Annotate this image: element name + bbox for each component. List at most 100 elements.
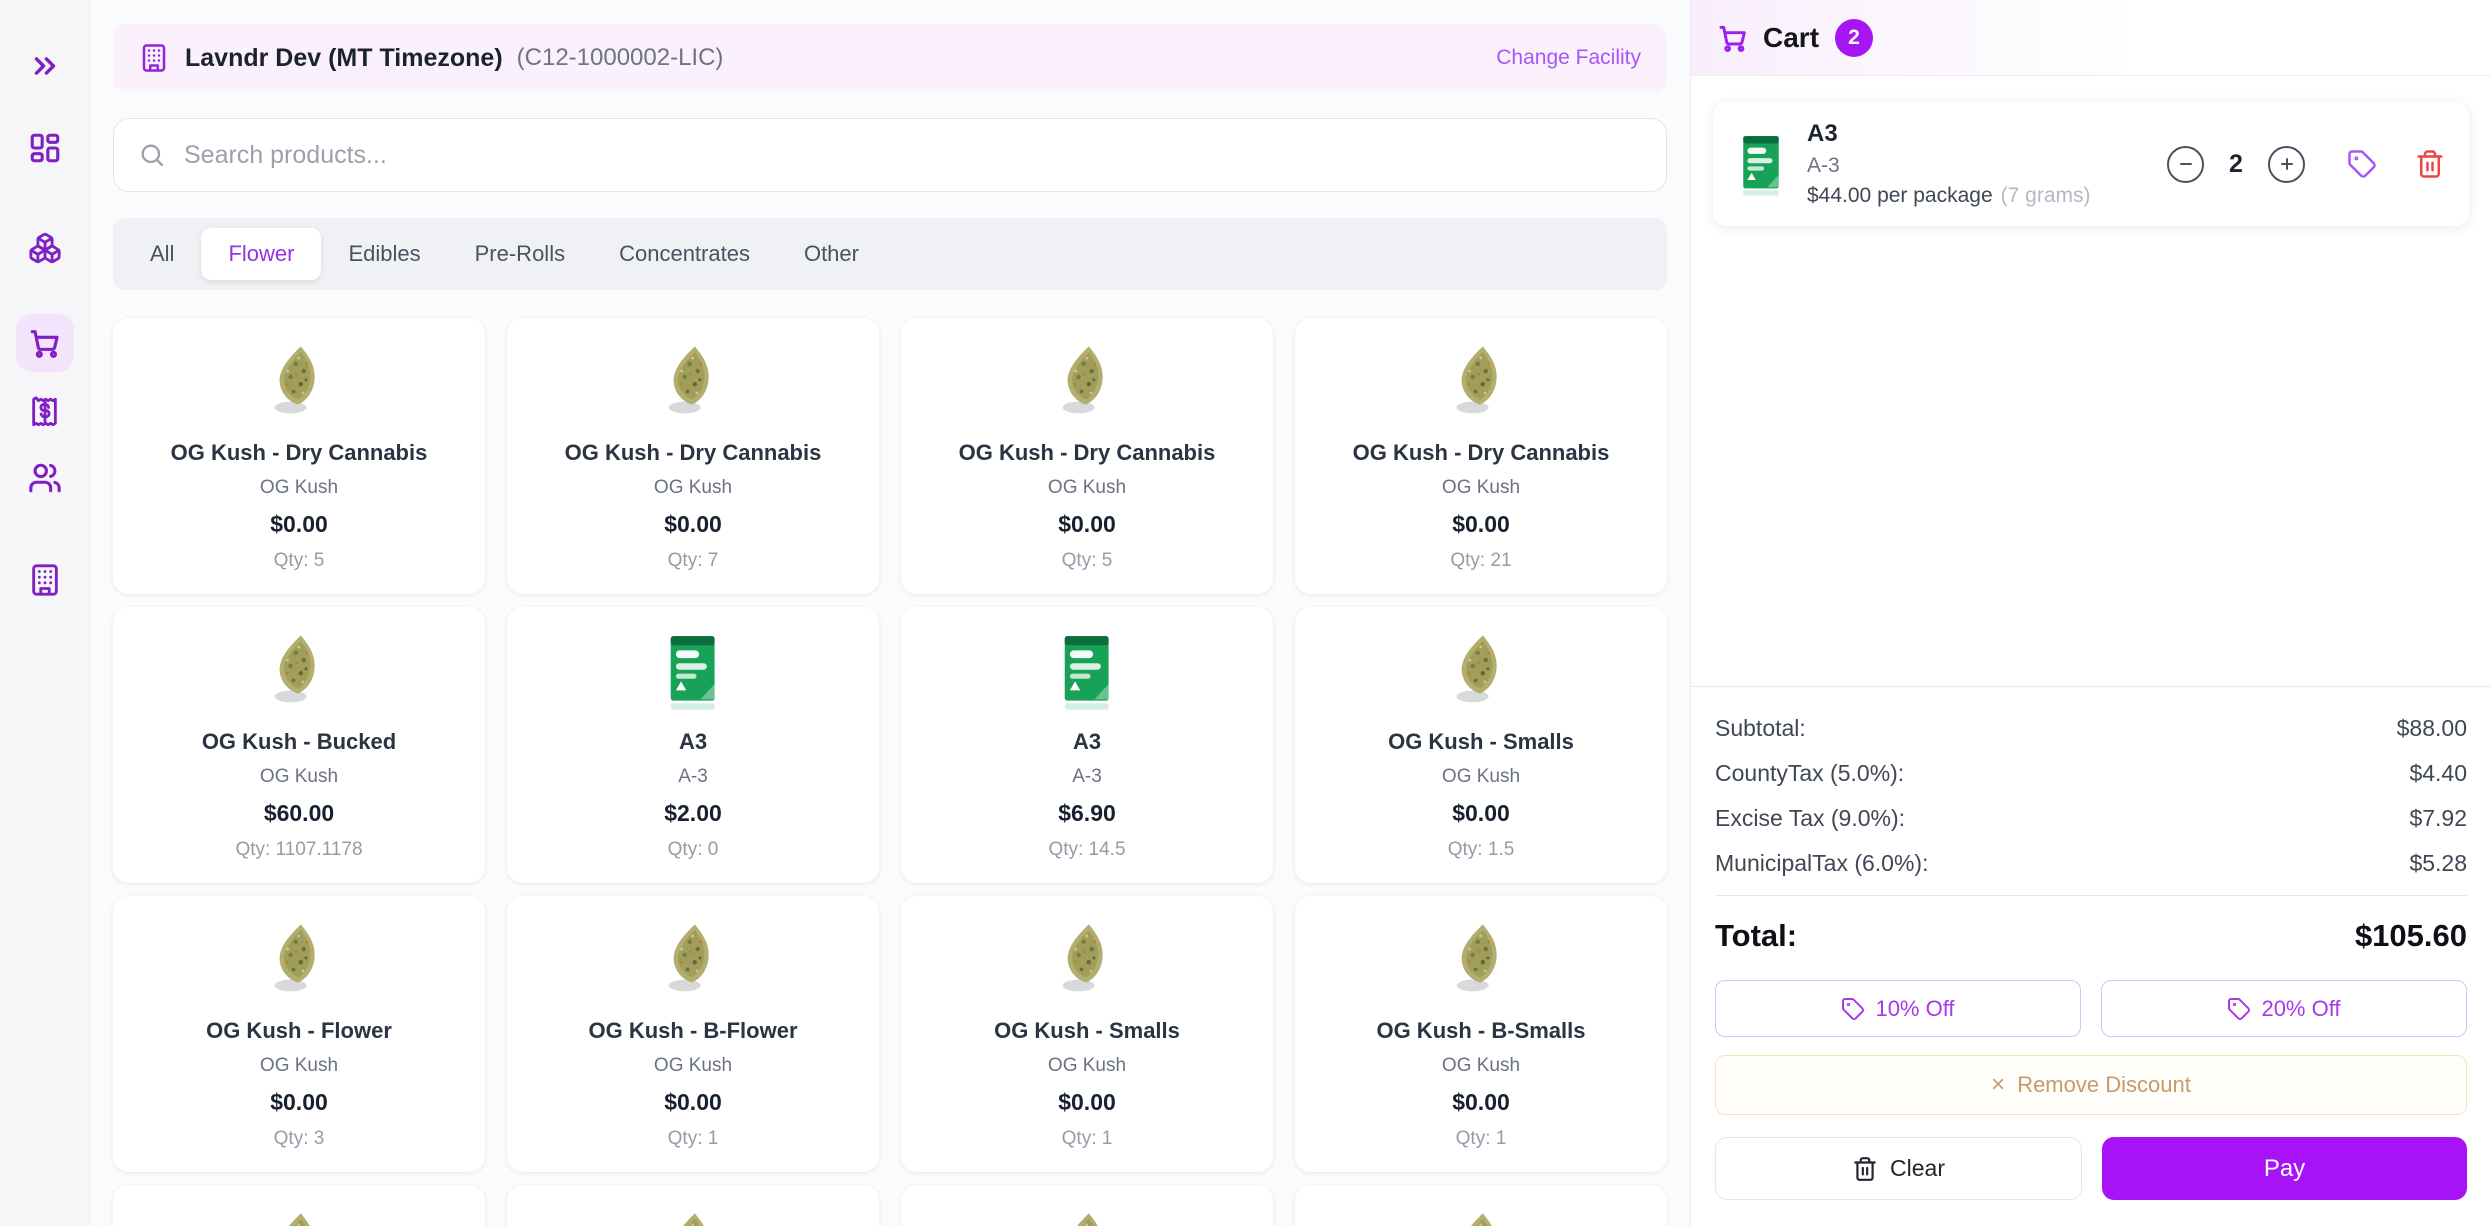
product-strain: OG Kush bbox=[1441, 766, 1521, 787]
summary-value: $5.28 bbox=[2409, 850, 2467, 876]
product-card[interactable]: OG Kush - B-Flower OG Kush $0.00 Qty: 1 bbox=[507, 896, 879, 1172]
product-strain: OG Kush bbox=[259, 477, 339, 498]
product-card[interactable] bbox=[113, 1185, 485, 1226]
product-card[interactable]: OG Kush - Bucked OG Kush $60.00 Qty: 110… bbox=[113, 607, 485, 883]
minus-icon bbox=[2179, 163, 2192, 165]
increase-quantity-button[interactable] bbox=[2268, 145, 2305, 183]
product-price: $0.00 bbox=[664, 1089, 722, 1115]
item-discount-button[interactable] bbox=[2347, 149, 2377, 179]
cannabis-bud-image bbox=[1456, 346, 1497, 414]
category-tab[interactable]: Other bbox=[777, 228, 886, 280]
remove-discount-label: Remove Discount bbox=[2017, 1072, 2191, 1097]
cart-item-price-text: $44.00 per package bbox=[1807, 184, 1993, 207]
product-image bbox=[915, 920, 1259, 1000]
summary-label: MunicipalTax (6.0%): bbox=[1715, 850, 1929, 876]
product-name: A3 bbox=[678, 729, 708, 754]
cannabis-bud-image bbox=[668, 924, 709, 992]
x-icon: × bbox=[1991, 1071, 2006, 1098]
product-card[interactable]: OG Kush - Smalls OG Kush $0.00 Qty: 1 bbox=[901, 896, 1273, 1172]
product-card[interactable]: OG Kush - Flower OG Kush $0.00 Qty: 3 bbox=[113, 896, 485, 1172]
pay-label: Pay bbox=[2263, 1154, 2306, 1182]
summary-label: Subtotal: bbox=[1715, 715, 1806, 741]
product-strain: OG Kush bbox=[653, 1055, 733, 1076]
decrease-quantity-button[interactable] bbox=[2167, 145, 2204, 183]
remove-item-button[interactable] bbox=[2415, 149, 2445, 179]
product-image bbox=[521, 920, 865, 1000]
cannabis-bud-image bbox=[668, 346, 709, 414]
product-card[interactable] bbox=[1295, 1185, 1667, 1226]
product-card[interactable] bbox=[901, 1185, 1273, 1226]
pay-button[interactable]: Pay bbox=[2102, 1137, 2467, 1200]
product-qty: Qty: 5 bbox=[273, 550, 325, 571]
product-qty: Qty: 0 bbox=[667, 839, 719, 860]
product-image bbox=[127, 1209, 471, 1226]
sidebar-item-sales[interactable] bbox=[16, 392, 74, 432]
sidebar-item-pos-active[interactable] bbox=[15, 314, 74, 372]
cannabis-bud-image bbox=[682, 1213, 704, 1226]
boxes-icon bbox=[28, 232, 61, 264]
product-name: OG Kush - Smalls bbox=[1388, 729, 1574, 754]
product-image bbox=[915, 631, 1259, 711]
sidebar-item-dashboard[interactable] bbox=[16, 128, 74, 168]
sidebar-item-facilities[interactable] bbox=[16, 560, 74, 600]
product-image bbox=[915, 1209, 1259, 1226]
product-card[interactable]: A3 A-3 $6.90 Qty: 14.5 bbox=[901, 607, 1273, 883]
facility-name: Lavndr Dev (MT Timezone) bbox=[185, 43, 503, 72]
product-qty: Qty: 21 bbox=[1450, 550, 1512, 571]
cart-item-quantity: 2 bbox=[2229, 149, 2243, 178]
product-price: $0.00 bbox=[664, 511, 722, 537]
cannabis-bud-image bbox=[1470, 1213, 1492, 1226]
product-card[interactable]: A3 A-3 $2.00 Qty: 0 bbox=[507, 607, 879, 883]
product-qty: Qty: 1 bbox=[1061, 1128, 1113, 1149]
product-card[interactable]: OG Kush - Dry Cannabis OG Kush $0.00 Qty… bbox=[113, 318, 485, 594]
category-tab[interactable]: Edibles bbox=[321, 228, 447, 280]
product-card[interactable]: OG Kush - Dry Cannabis OG Kush $0.00 Qty… bbox=[1295, 318, 1667, 594]
product-name: OG Kush - Flower bbox=[206, 1018, 392, 1043]
tab-label: Flower bbox=[228, 241, 295, 266]
product-qty: Qty: 1 bbox=[667, 1128, 719, 1149]
product-card[interactable]: OG Kush - Dry Cannabis OG Kush $0.00 Qty… bbox=[901, 318, 1273, 594]
product-price: $0.00 bbox=[1452, 800, 1510, 826]
discount-button[interactable]: 10% Off bbox=[1715, 980, 2081, 1037]
sidebar-item-customers[interactable] bbox=[16, 458, 74, 498]
product-name: OG Kush - Smalls bbox=[994, 1018, 1180, 1043]
clear-cart-button[interactable]: Clear bbox=[1715, 1137, 2082, 1200]
product-card[interactable]: OG Kush - B-Smalls OG Kush $0.00 Qty: 1 bbox=[1295, 896, 1667, 1172]
sidebar-item-inventory[interactable] bbox=[16, 228, 74, 268]
cart-item-name: A3 bbox=[1807, 120, 1838, 147]
product-card[interactable]: OG Kush - Smalls OG Kush $0.00 Qty: 1.5 bbox=[1295, 607, 1667, 883]
cart-actions: Clear Pay bbox=[1691, 1115, 2491, 1226]
product-image bbox=[915, 342, 1259, 422]
product-area: Lavndr Dev (MT Timezone) (C12-1000002-LI… bbox=[90, 0, 1690, 1226]
category-tab[interactable]: All bbox=[123, 228, 201, 280]
product-card[interactable] bbox=[507, 1185, 879, 1226]
sidebar-expand-button[interactable] bbox=[16, 46, 74, 86]
category-tab[interactable]: Flower bbox=[201, 228, 322, 280]
product-strain: OG Kush bbox=[259, 766, 339, 787]
summary-value: $7.92 bbox=[2409, 805, 2467, 831]
discount-buttons: 10% Off 20% Off bbox=[1691, 954, 2491, 1037]
summary-row: Excise Tax (9.0%): $7.92 bbox=[1715, 805, 2467, 832]
product-image bbox=[521, 631, 865, 711]
product-name: OG Kush - Dry Cannabis bbox=[170, 440, 428, 465]
product-strain: OG Kush bbox=[1047, 1055, 1127, 1076]
cannabis-bud-image bbox=[274, 346, 315, 414]
summary-divider bbox=[1715, 895, 2467, 896]
cannabis-bud-image bbox=[1062, 346, 1103, 414]
product-price: $0.00 bbox=[1058, 1089, 1116, 1115]
product-card[interactable]: OG Kush - Dry Cannabis OG Kush $0.00 Qty… bbox=[507, 318, 879, 594]
search-input[interactable] bbox=[184, 140, 1642, 170]
summary-rows: Subtotal: $88.00 CountyTax (5.0%): $4.40… bbox=[1715, 715, 2467, 877]
product-image bbox=[1309, 631, 1653, 711]
search-box bbox=[113, 118, 1667, 192]
product-price: $0.00 bbox=[1452, 511, 1510, 537]
category-tab[interactable]: Pre-Rolls bbox=[448, 228, 592, 280]
product-name: OG Kush - Dry Cannabis bbox=[564, 440, 822, 465]
remove-discount-button[interactable]: × Remove Discount bbox=[1715, 1055, 2467, 1115]
trash-icon bbox=[1854, 1156, 1876, 1181]
product-image bbox=[127, 631, 471, 711]
tag-icon bbox=[1842, 997, 1865, 1020]
discount-button[interactable]: 20% Off bbox=[2101, 980, 2467, 1037]
change-facility-link[interactable]: Change Facility bbox=[1496, 46, 1641, 69]
category-tab[interactable]: Concentrates bbox=[592, 228, 777, 280]
